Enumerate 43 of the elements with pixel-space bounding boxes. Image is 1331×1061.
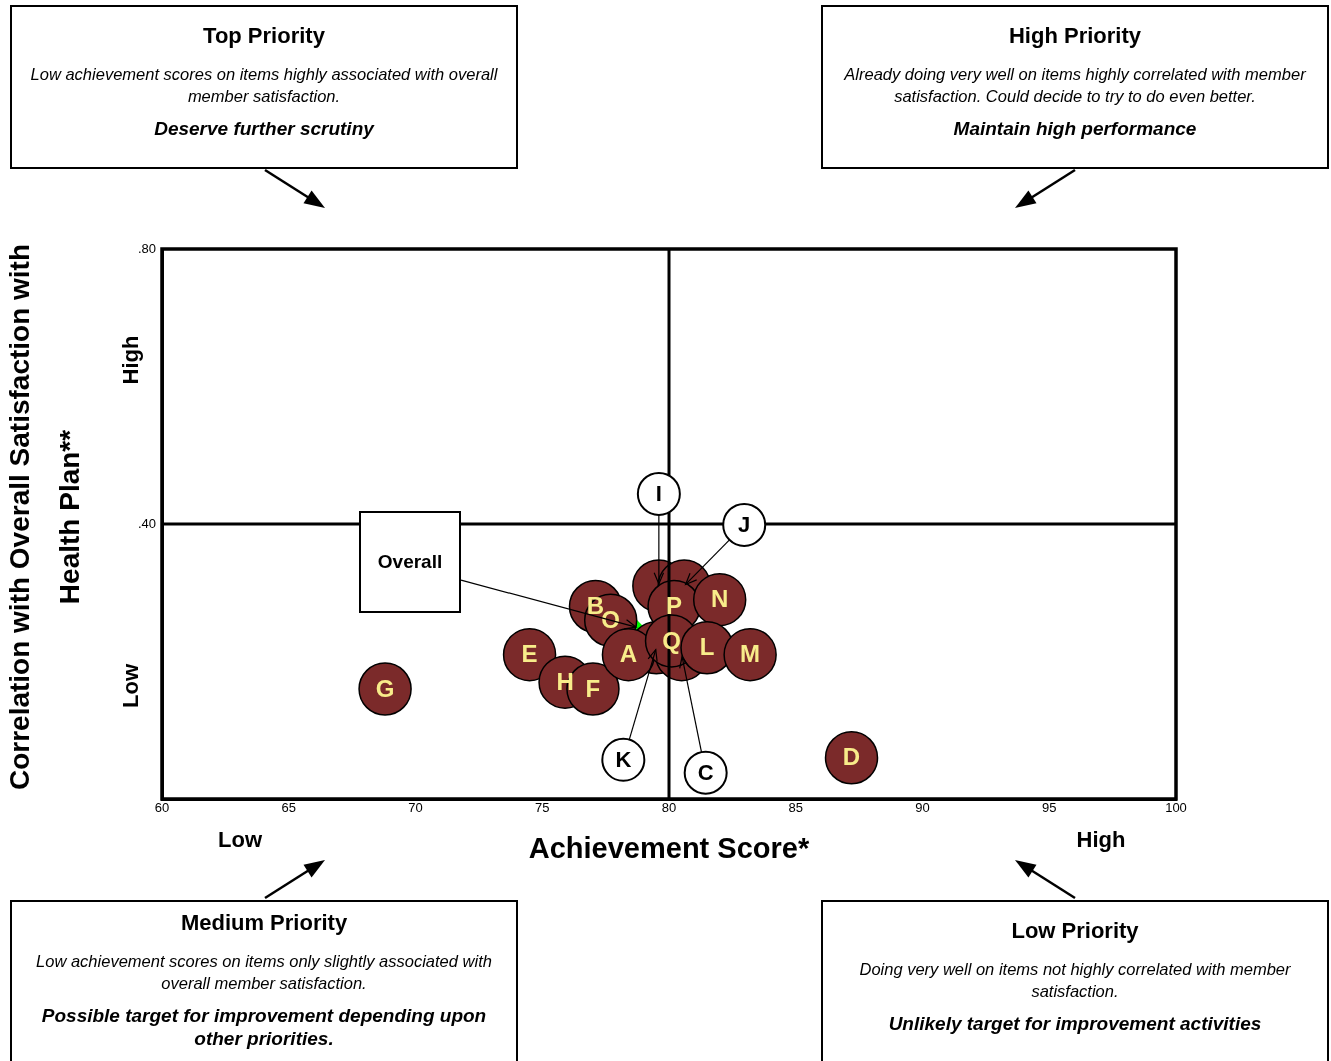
annotation: C (697, 759, 714, 785)
y-tick-label: .40 (137, 515, 156, 531)
text: Low (218, 827, 262, 853)
text: High (117, 335, 144, 385)
annotation: J (738, 511, 751, 537)
callout-box: Overall (359, 511, 462, 614)
text: High (1076, 827, 1126, 853)
text: Already doing very well on items highly correlated with member satisfaction. Could decide to try to do even better. (842, 64, 1308, 107)
x-tick-label: 60 (154, 800, 170, 816)
text: Low achievement scores on items only slightly associated with overall member satisfaction. (35, 951, 493, 994)
data-label: M (740, 640, 761, 668)
x-tick-label: 100 (1165, 800, 1187, 816)
annotation: K (615, 746, 632, 772)
text: Medium Priority (179, 910, 349, 936)
annotation: I (655, 480, 662, 506)
y-tick-label: .80 (137, 240, 156, 256)
point (358, 662, 412, 716)
data-label: L (699, 633, 715, 661)
text: Low Priority (1010, 918, 1140, 944)
text: Maintain high performance (952, 117, 1198, 140)
x-tick-label: 70 (408, 800, 423, 816)
text: High Priority (1008, 23, 1142, 49)
data-label: G (375, 674, 395, 702)
text: Top Priority (202, 23, 326, 49)
x-tick-label: 80 (661, 800, 677, 816)
data-label: F (585, 674, 601, 702)
x-tick-label: 95 (1042, 800, 1057, 816)
text: Doing very well on items not highly correlated with member satisfaction. (858, 959, 1292, 1002)
point (824, 731, 879, 785)
y-axis-title: Correlation with Overall Satisfaction with Health Plan** (3, 242, 86, 793)
data-label: N (711, 585, 729, 613)
text: Unlikely target for improvement activities (887, 1012, 1263, 1035)
x-tick-label: 75 (535, 800, 550, 816)
text: Possible target for improvement depending upon other priorities. (40, 1004, 488, 1050)
text: Low (118, 664, 144, 708)
text: Low achievement scores on items highly associated with overall member satisfaction. (29, 64, 499, 107)
x-tick-label: 85 (788, 800, 803, 816)
data-label: D (842, 743, 861, 771)
x-axis-title: Achievement Score* (527, 832, 811, 865)
text: Deserve further scrutiny (153, 117, 376, 140)
data-label: E (521, 640, 538, 668)
x-tick-label: 90 (915, 800, 930, 816)
x-tick-label: 65 (281, 800, 296, 816)
